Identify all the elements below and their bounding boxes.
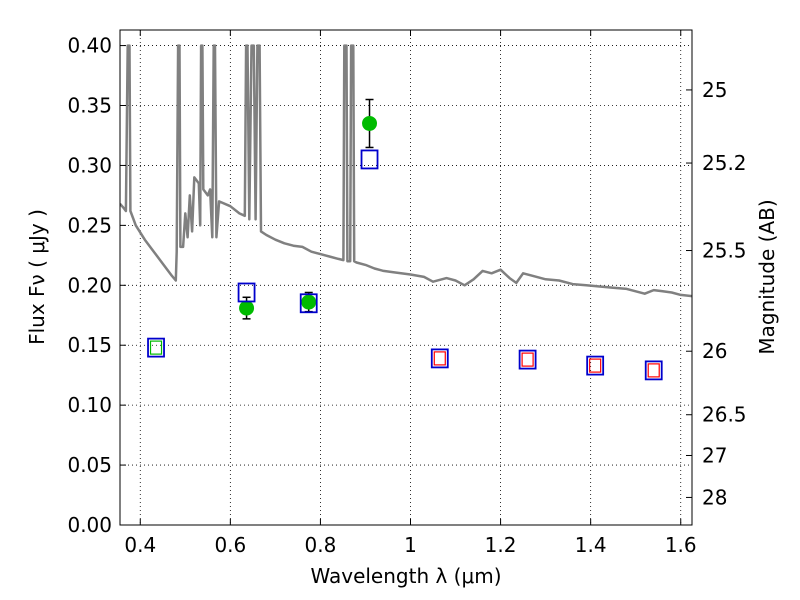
- y-axis-title: Flux Fν ( μJy ): [25, 209, 49, 345]
- model-flux-square: [586, 355, 605, 376]
- right-tick-label: 25.5: [702, 239, 747, 263]
- axis-tick-labels: 0.4 0.6 0.8 1 1.2 1.4 1.6 0.00 0.05 0.10 0.15 0.20 0…: [67, 34, 746, 557]
- x-tick-label: 0.4: [124, 533, 156, 557]
- y-tick-label: 0.25: [67, 213, 112, 237]
- y-right-axis-title: Magnitude (AB): [755, 199, 779, 354]
- y-tick-label: 0.15: [67, 333, 112, 357]
- right-tick-label: 26: [702, 339, 727, 363]
- x-tick-label: 1: [404, 533, 417, 557]
- inner-flux-square: [521, 352, 534, 367]
- y-tick-label: 0.10: [67, 393, 112, 417]
- y-tick-label: 0.40: [67, 34, 112, 58]
- model-spectrum-line: [120, 44, 692, 298]
- model-flux-square: [430, 348, 449, 369]
- x-tick-label: 1.4: [575, 533, 607, 557]
- axis-ticks: [120, 30, 692, 526]
- inner-flux-square: [433, 351, 446, 366]
- model-flux-square: [518, 349, 537, 370]
- plot-frame: [119, 29, 693, 526]
- x-tick-label: 0.8: [305, 533, 337, 557]
- y-tick-label: 0.30: [67, 153, 112, 177]
- x-tick-label: 1.2: [485, 533, 517, 557]
- model-flux-square: [360, 149, 379, 170]
- right-tick-label: 28: [702, 485, 727, 509]
- y-tick-label: 0.00: [67, 513, 112, 537]
- right-tick-label: 25.2: [702, 151, 747, 175]
- model-flux-square: [237, 282, 256, 303]
- inner-flux-square: [149, 340, 163, 355]
- y-tick-label: 0.35: [67, 94, 112, 118]
- observed-point: [301, 294, 317, 310]
- inner-flux-square: [589, 358, 602, 373]
- right-tick-label: 25: [702, 78, 727, 102]
- model-flux-square: [299, 293, 318, 314]
- x-tick-label: 1.6: [665, 533, 697, 557]
- y-tick-label: 0.05: [67, 453, 112, 477]
- right-tick-label: 27: [702, 443, 727, 467]
- plot-area: [120, 44, 692, 381]
- model-flux-square: [147, 337, 165, 358]
- y-tick-label: 0.20: [67, 273, 112, 297]
- x-tick-label: 0.6: [214, 533, 246, 557]
- observed-point: [362, 115, 378, 131]
- inner-flux-square: [647, 363, 660, 378]
- x-axis-title: Wavelength λ (μm): [310, 564, 501, 588]
- observed-point: [239, 300, 255, 316]
- right-tick-label: 26.5: [702, 403, 747, 427]
- model-flux-square: [644, 360, 663, 381]
